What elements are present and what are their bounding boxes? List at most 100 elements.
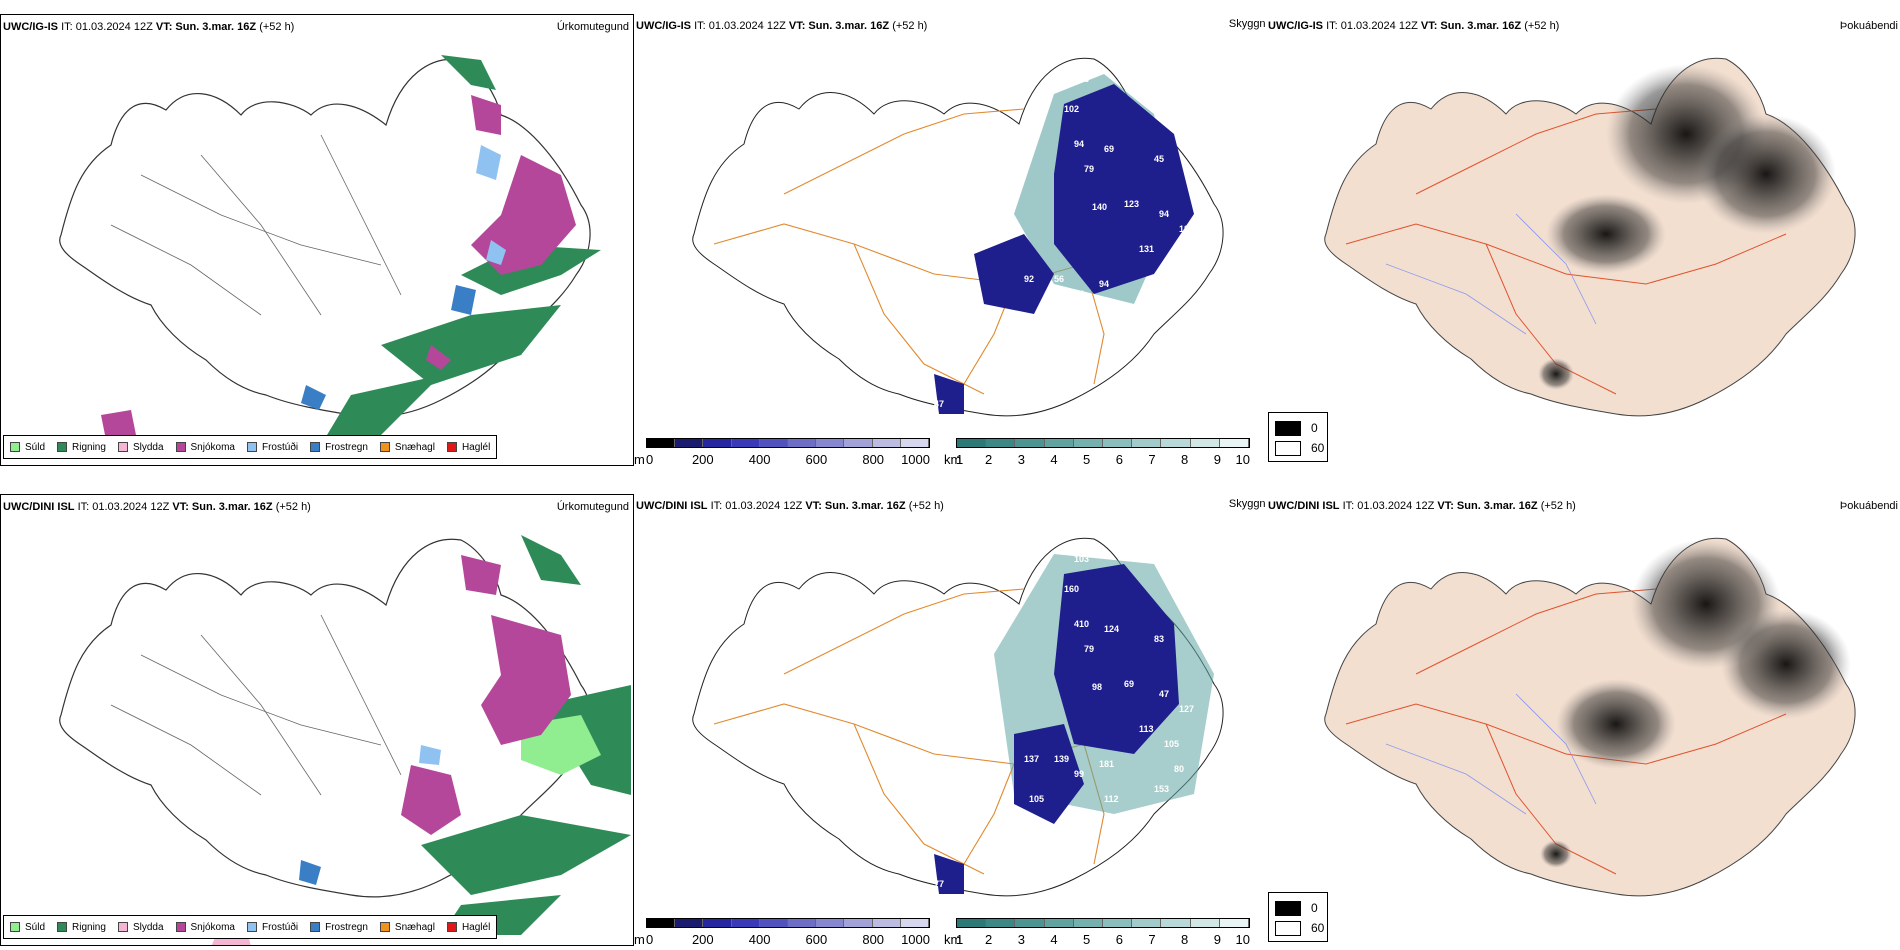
- colorbar-tick-label: 10: [1235, 932, 1250, 946]
- visibility-value-label: 69: [1104, 144, 1115, 154]
- visibility-value-label: 131: [1139, 244, 1155, 254]
- colorbar-tick-label: 200: [691, 452, 714, 466]
- panel-header: UWC/IG-IS IT: 01.03.2024 12Z VT: Sun. 3.…: [636, 20, 928, 32]
- colorbar-cell: [816, 919, 845, 927]
- colorbar-cell: [957, 439, 987, 447]
- colorbar-tick-label: 8: [1181, 452, 1189, 466]
- fog-legend-label: 60: [1311, 921, 1325, 935]
- colorbar-strip: [646, 918, 930, 928]
- colorbar-cell: [647, 919, 676, 927]
- fog-index-panel-dini: UWC/DINI ISL IT: 01.03.2024 12Z VT: Sun.…: [1266, 494, 1900, 946]
- legend-label: Frostregn: [325, 921, 368, 933]
- legend-item: Slydda: [117, 441, 164, 453]
- legend-item: Haglél: [446, 922, 490, 933]
- visibility-m-colorbar: m 0 200 400 600 800 1000: [634, 916, 944, 946]
- legend-swatch: [57, 442, 68, 452]
- visibility-value-label: 112: [1104, 794, 1119, 804]
- visibility-value-label: 103: [994, 824, 1010, 834]
- visibility-value-label: 140: [1092, 202, 1108, 212]
- visibility-value-label: 160: [1064, 584, 1080, 594]
- legend-label: Slydda: [132, 921, 164, 933]
- fog-map-dini: [1266, 494, 1900, 946]
- colorbar-cell: [1219, 919, 1250, 927]
- legend-swatch: [117, 442, 128, 452]
- colorbar-cell: [1073, 919, 1104, 927]
- legend-label: Rigning: [72, 441, 106, 453]
- visibility-value-label: 188: [1179, 224, 1195, 234]
- legend-swatch: [379, 442, 390, 452]
- visibility-value-label: 101: [1064, 864, 1080, 874]
- legend-label: Slydda: [132, 441, 164, 453]
- panel-header: UWC/DINI ISL IT: 01.03.2024 12Z VT: Sun.…: [3, 501, 311, 513]
- colorbar-tick-label: 9: [1213, 452, 1221, 466]
- colorbar-cell: [731, 919, 760, 927]
- visibility-value-label: 103: [1044, 844, 1060, 854]
- visibility-value-label: 94: [1159, 209, 1170, 219]
- precip-legend: Súld Rigning Slydda Snjókoma Frostúði Frostre…: [3, 915, 498, 939]
- colorbar-tick-label: 4: [1050, 452, 1058, 466]
- visibility-value-label: 181: [1099, 759, 1115, 769]
- legend-swatch: [10, 922, 20, 932]
- colorbar-tick-label: 200: [691, 932, 714, 946]
- colorbar-unit: km: [944, 452, 962, 466]
- colorbar-tick-label: 0: [646, 452, 654, 466]
- colorbar-cell: [1190, 919, 1220, 927]
- colorbar-cell: [1190, 439, 1220, 447]
- legend-swatch: [310, 442, 321, 452]
- fog-legend: 0 60: [1268, 892, 1328, 942]
- colorbar-tick-label: 2: [985, 932, 993, 946]
- legend-swatch: [246, 442, 257, 452]
- visibility-value-label: 153: [1154, 784, 1170, 794]
- colorbar-tick-label: 6: [1115, 452, 1123, 466]
- colorbar-cell: [900, 439, 930, 447]
- visibility-panel-dini: UWC/DINI ISL IT: 01.03.2024 12Z VT: Sun.…: [634, 494, 1268, 946]
- colorbar-cell: [844, 439, 873, 447]
- legend-swatch: [57, 922, 68, 932]
- visibility-value-label: 96: [1134, 814, 1145, 824]
- colorbar-cell: [703, 919, 732, 927]
- colorbar-tick-label: 1000: [901, 932, 930, 946]
- visibility-panel-igis: UWC/IG-IS IT: 01.03.2024 12Z VT: Sun. 3.…: [634, 14, 1268, 466]
- colorbar-tick-label: 600: [805, 452, 828, 466]
- visibility-value-label: 133: [1074, 74, 1090, 84]
- colorbar-tick-label: 10: [1235, 452, 1250, 466]
- visibility-value-label: 102: [1064, 104, 1080, 114]
- colorbar-cell: [647, 439, 676, 447]
- legend-item: Rigning: [57, 922, 106, 933]
- precip-type-panel-igis: UWC/IG-IS IT: 01.03.2024 12Z VT: Sun. 3.…: [0, 14, 634, 466]
- visibility-value-label: 47: [1164, 259, 1175, 269]
- legend-label: Snjókoma: [190, 921, 235, 933]
- visibility-value-label: 250: [1059, 819, 1075, 829]
- colorbar-cell: [675, 919, 704, 927]
- colorbar-cell: [1132, 919, 1162, 927]
- colorbar-tick-label: 800: [862, 932, 885, 946]
- legend-label: Frostúði: [261, 441, 299, 453]
- legend-swatch: [10, 442, 20, 452]
- panel-header: UWC/IG-IS IT: 01.03.2024 12Z VT: Sun. 3.…: [1268, 20, 1560, 32]
- colorbar-tick-label: 5: [1083, 452, 1091, 466]
- colorbar-tick-label: 3: [1017, 932, 1025, 946]
- legend-label: Frostúði: [261, 921, 299, 933]
- visibility-value-label: 83: [1154, 634, 1165, 644]
- colorbar-tick-label: 1: [956, 452, 964, 466]
- legend-item: Súld: [10, 922, 45, 933]
- colorbar-tick-label: 800: [862, 452, 885, 466]
- colorbar-tick-label: 9: [1213, 932, 1221, 946]
- colorbar-cell: [1073, 439, 1104, 447]
- fog-legend-label: 0: [1311, 421, 1318, 435]
- panel-header: UWC/DINI ISL IT: 01.03.2024 12Z VT: Sun.…: [636, 500, 944, 512]
- colorbar-strip: [956, 918, 1250, 928]
- colorbar-cell: [1015, 439, 1045, 447]
- colorbar-cell: [1103, 439, 1133, 447]
- colorbar-cell: [1015, 919, 1045, 927]
- colorbar-cell: [1161, 439, 1191, 447]
- panel-title: Úrkomutegund: [556, 21, 629, 33]
- legend-label: Haglél: [461, 441, 491, 453]
- legend-swatch: [310, 922, 321, 932]
- colorbar-cell: [788, 919, 817, 927]
- colorbar-cell: [1219, 439, 1250, 447]
- colorbar-tick-label: 1: [956, 932, 964, 946]
- colorbar-tick-label: 6: [1115, 932, 1123, 946]
- visibility-km-colorbar: km 1 2 3 4 5 6 7 8 9 10: [944, 436, 1264, 466]
- visibility-value-label: 124: [1104, 624, 1120, 634]
